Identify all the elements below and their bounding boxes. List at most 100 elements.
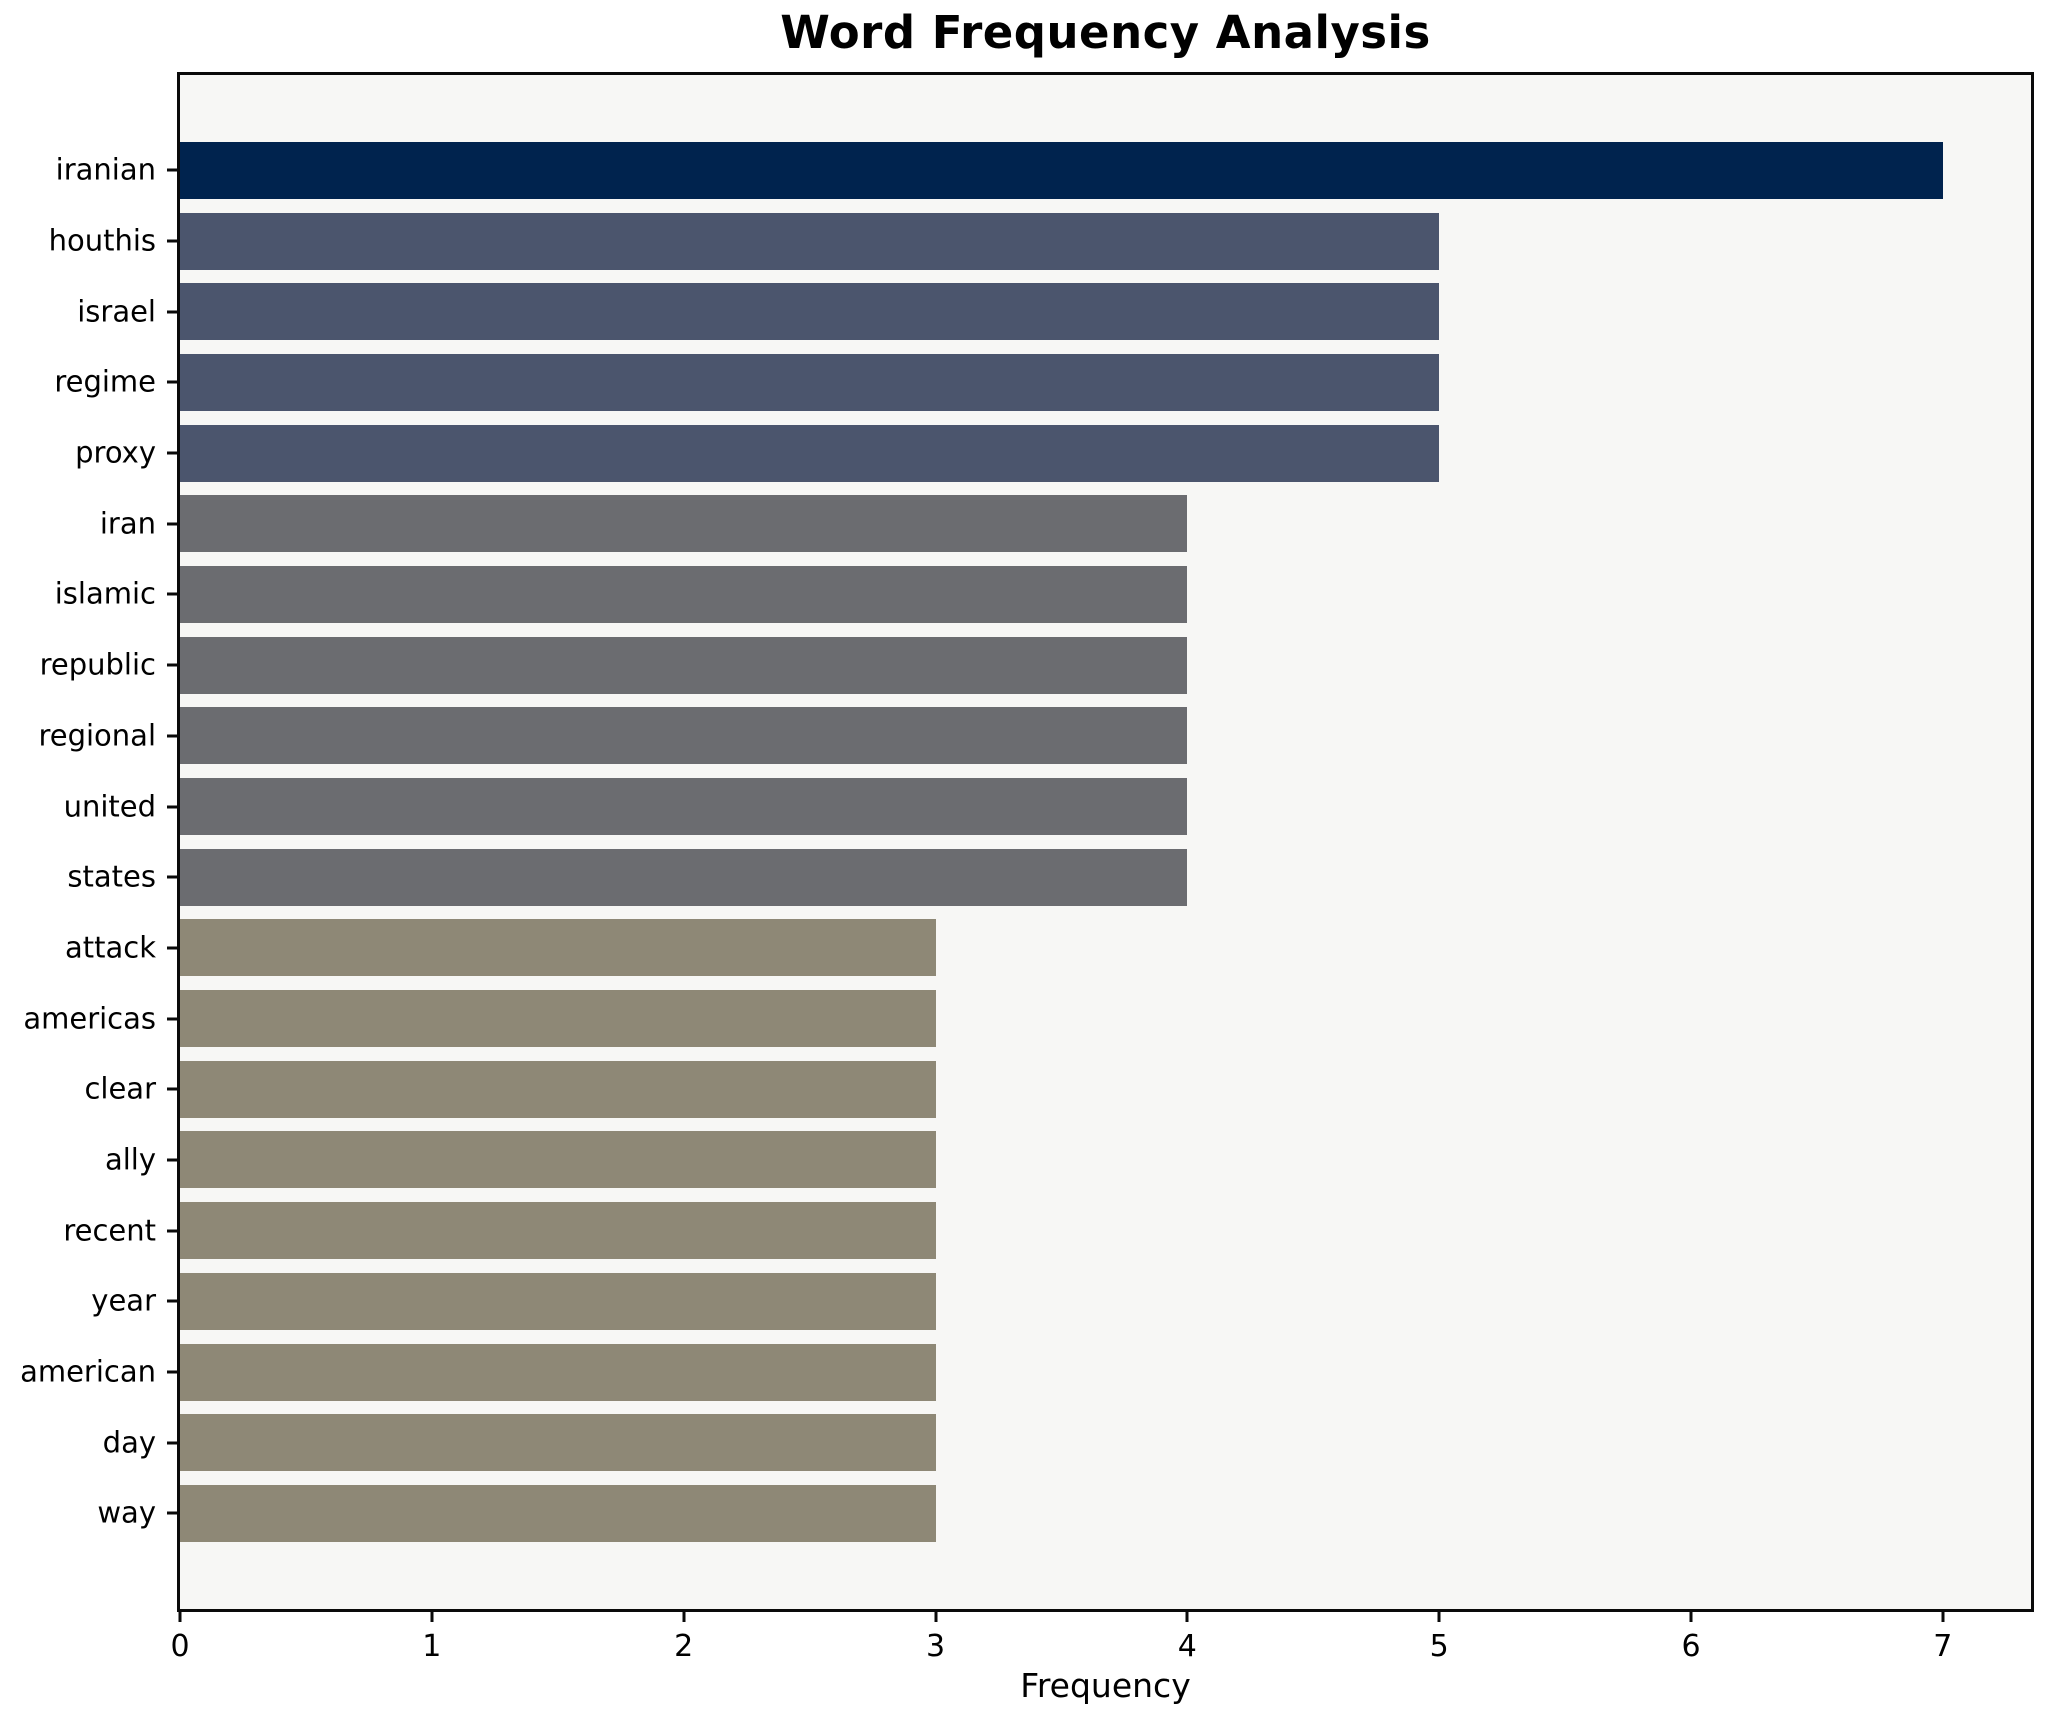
bar-row: regional (38, 701, 2031, 772)
y-tick-mark (167, 734, 177, 738)
y-tick-mark (167, 310, 177, 314)
x-tick-label: 5 (1429, 1629, 1449, 1664)
bar (180, 919, 936, 977)
y-tick-label: recent (63, 1213, 156, 1248)
x-tick-mark (178, 1612, 182, 1622)
y-tick-label: republic (39, 647, 156, 682)
y-tick-mark (167, 946, 177, 950)
bar (180, 565, 1188, 623)
bar (180, 990, 936, 1048)
bar (180, 212, 1440, 270)
bar-row: way (97, 1478, 2031, 1549)
x-tick-label: 0 (170, 1629, 190, 1664)
chart-title: Word Frequency Analysis (780, 6, 1431, 59)
y-tick-label: united (63, 789, 156, 824)
bar-row: iran (100, 488, 2031, 559)
bar (180, 424, 1440, 482)
bar-row: israel (77, 276, 2031, 347)
bar-row: united (64, 771, 2031, 842)
bar (180, 848, 1188, 906)
y-tick-mark (167, 875, 177, 879)
x-tick-mark (1437, 1612, 1441, 1622)
x-tick-mark (1689, 1612, 1693, 1622)
y-tick-mark (167, 592, 177, 596)
x-axis-label: Frequency (1020, 1666, 1191, 1705)
y-tick-mark (167, 380, 177, 384)
x-tick-mark (430, 1612, 434, 1622)
y-tick-mark (167, 1158, 177, 1162)
y-tick-label: attack (64, 930, 156, 965)
y-tick-label: iranian (55, 152, 156, 187)
y-tick-label: year (91, 1283, 156, 1318)
plot-area: iranian houthis israel regime proxy iran islam… (20, 72, 2034, 1612)
y-tick-mark (167, 805, 177, 809)
bar-rows: iranian houthis israel regime proxy iran islam… (20, 75, 2031, 1609)
y-tick-label: islamic (54, 576, 156, 611)
y-tick-label: americas (23, 1001, 156, 1036)
bar (180, 1131, 936, 1189)
y-tick-mark (167, 1370, 177, 1374)
bar (180, 283, 1440, 341)
y-tick-label: clear (84, 1071, 156, 1106)
bar-row: day (103, 1407, 2031, 1478)
bar (180, 1202, 936, 1260)
x-tick-mark (1185, 1612, 1189, 1622)
bar (180, 636, 1188, 694)
y-tick-label: ally (104, 1142, 156, 1177)
y-tick-mark (167, 1511, 177, 1515)
y-tick-label: regime (54, 364, 156, 399)
y-tick-label: proxy (75, 435, 156, 470)
bar (180, 1343, 936, 1401)
y-tick-label: day (102, 1425, 156, 1460)
y-tick-label: states (67, 859, 156, 894)
y-tick-label: american (20, 1354, 156, 1389)
y-tick-mark (167, 1017, 177, 1021)
x-tick-mark (1941, 1612, 1945, 1622)
bar (180, 495, 1188, 553)
y-tick-label: iran (99, 506, 156, 541)
bar-row: clear (84, 1054, 2031, 1125)
bar-row: states (67, 842, 2031, 913)
bar (180, 141, 1943, 199)
y-tick-mark (167, 168, 177, 172)
x-tick-label: 4 (1177, 1629, 1197, 1664)
bar-row: regime (54, 347, 2031, 418)
x-axis: 0 1 2 3 4 5 6 7 (170, 1612, 2031, 1682)
y-tick-mark (167, 522, 177, 526)
x-tick-mark (934, 1612, 937, 1622)
y-tick-mark (167, 239, 177, 243)
x-tick-label: 6 (1681, 1629, 1701, 1664)
bar (180, 353, 1440, 411)
bar-row: recent (63, 1195, 2031, 1266)
bar-row: year (91, 1266, 2031, 1337)
bar (180, 1484, 936, 1542)
bar-row: islamic (55, 559, 2031, 630)
x-tick-label: 2 (674, 1629, 694, 1664)
y-tick-mark (167, 1299, 177, 1303)
bar-row: american (20, 1337, 2031, 1408)
y-tick-label: houthis (48, 223, 156, 258)
bar-row: republic (40, 630, 2031, 701)
x-tick-mark (682, 1612, 686, 1622)
y-tick-mark (167, 663, 177, 667)
bar (180, 1414, 936, 1472)
y-tick-label: way (97, 1495, 156, 1530)
bar-row: iranian (56, 135, 2031, 206)
bar (180, 1060, 936, 1118)
y-tick-label: regional (38, 718, 156, 753)
bar (180, 707, 1188, 765)
bar-row: americas (23, 983, 2031, 1054)
x-tick-label: 1 (422, 1629, 442, 1664)
y-tick-mark (167, 451, 177, 455)
y-tick-mark (167, 1087, 177, 1091)
bar-row: ally (105, 1125, 2031, 1196)
x-tick-label: 3 (925, 1629, 946, 1664)
y-tick-mark (167, 1441, 177, 1445)
y-tick-mark (167, 1229, 177, 1233)
x-tick-label: 7 (1933, 1629, 1953, 1664)
bar (180, 778, 1188, 836)
bar-row: houthis (49, 206, 2031, 277)
y-tick-label: israel (77, 294, 156, 329)
bar (180, 1272, 936, 1330)
